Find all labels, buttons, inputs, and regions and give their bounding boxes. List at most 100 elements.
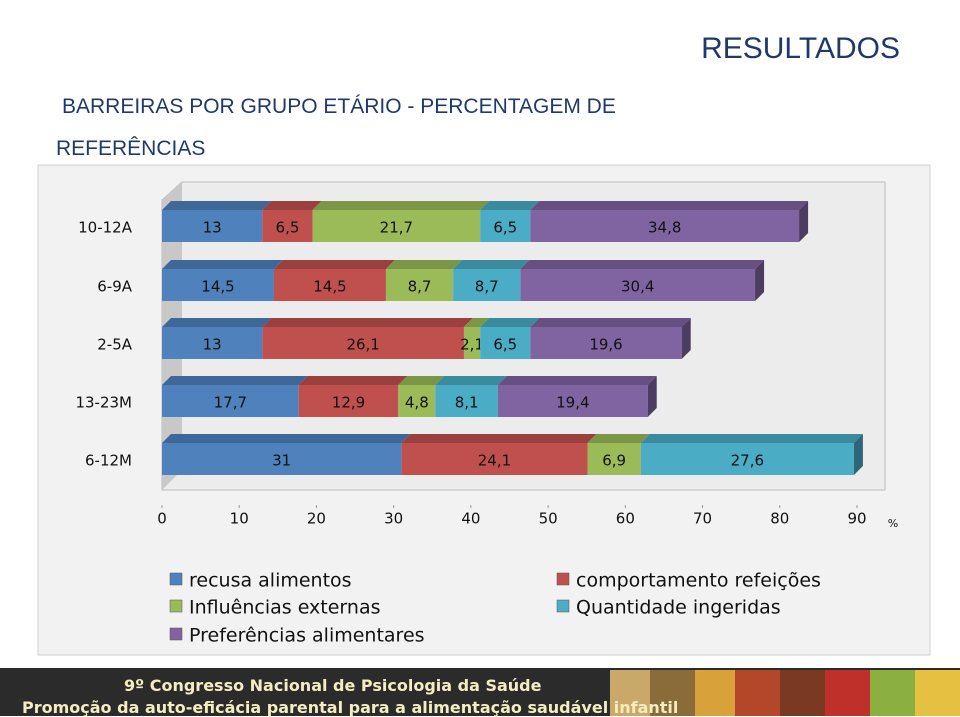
value-label: 17,7 [214,394,247,412]
bar-top [463,318,490,327]
bar-segment [162,443,402,475]
bar-segment [520,269,756,301]
food-image [870,670,915,716]
x-tick-label: 70 [693,510,712,528]
slide-heading: RESULTADOS [701,32,900,65]
legend-swatch [169,572,183,586]
footer-line: 9º Congresso Nacional de Psicologia da S… [124,676,542,695]
value-label: 21,7 [380,219,413,237]
value-label: 8,7 [475,278,499,296]
food-image [650,670,695,716]
value-label: 6,9 [602,452,626,470]
bar-top [587,434,650,443]
value-label: 14,5 [201,278,234,296]
bar-segment [262,327,464,359]
x-tick-label: 90 [847,510,866,528]
bar-segment [162,327,263,359]
legend-swatch [556,572,570,586]
food-image [610,670,650,716]
value-label: 19,6 [589,336,622,354]
value-label: 34,8 [648,219,681,237]
bar-top [453,260,530,269]
value-label: 8,1 [455,394,479,412]
bar-side [853,434,863,475]
bar-segment [162,385,299,417]
value-label: 27,6 [731,452,764,470]
x-tick-label: 20 [307,510,326,528]
bar-segment [530,327,682,359]
bar-segment [385,269,454,301]
bar-segment [298,385,399,417]
bar-top [640,434,863,443]
legend-swatch [169,599,183,613]
value-label: 6,5 [276,219,300,237]
legend-label: Quantidade ingeridas [576,597,781,619]
y-tick-label: 6-12M [85,452,132,470]
bar-segment [640,443,854,475]
legend-swatch [169,627,183,641]
bar-top [530,201,809,210]
value-label: 19,4 [556,394,589,412]
value-label: 8,7 [408,278,432,296]
x-tick-label: 50 [539,510,558,528]
footer-line: Promoção da auto-eficácia parental para … [22,698,679,717]
y-tick-label: 10-12A [78,219,133,237]
bar-side [647,376,657,417]
value-label: 14,5 [313,278,346,296]
x-tick-label: 80 [770,510,789,528]
footer-images [610,670,960,716]
bar-top [401,434,597,443]
bar-side [799,201,809,242]
value-label: 2,1 [460,336,484,354]
bar-segment [398,385,436,417]
bar-segment [435,385,498,417]
x-tick-label: 60 [616,510,635,528]
value-label: 4,8 [405,394,429,412]
bar-top [312,201,490,210]
bar-side [681,318,691,359]
bar-side [755,260,765,301]
legend-label: Preferências alimentares [189,625,425,647]
bar-top [435,376,507,385]
bar-top [480,318,540,327]
legend-swatch [556,599,570,613]
x-tick-label: 10 [230,510,249,528]
bar-top [480,201,540,210]
bar-top [262,201,322,210]
bar-top [162,318,272,327]
value-label: 26,1 [346,336,379,354]
bar-top [162,201,272,210]
y-tick-label: 13-23M [75,394,132,412]
bar-segment [530,210,800,242]
bar-segment [480,210,531,242]
value-label: 24,1 [478,452,511,470]
bar-segment [463,327,481,359]
bar-top [520,260,765,269]
bar-top [162,376,308,385]
bar-segment [480,327,531,359]
bar-segment [262,210,313,242]
value-label: 30,4 [621,278,654,296]
legend-label: recusa alimentos [189,570,352,592]
bar-top [385,260,463,269]
legend-label: Influências externas [189,597,381,619]
bar-segment [162,269,274,301]
bar-top [162,434,411,443]
legend-label: comportamento refeições [576,570,821,592]
bar-segment [401,443,588,475]
x-tick-label: 30 [384,510,403,528]
value-label: 6,5 [493,336,517,354]
food-image [695,670,735,716]
chart-title: BARREIRAS POR GRUPO ETÁRIO - PERCENTAGEM… [56,95,616,160]
bar-top [497,376,657,385]
value-label: 13 [203,219,222,237]
food-image [915,670,960,716]
bar-top [530,318,691,327]
bar-segment [312,210,481,242]
bar-top [298,376,408,385]
bar-segment [453,269,521,301]
food-image [780,670,825,716]
bar-top [262,318,473,327]
